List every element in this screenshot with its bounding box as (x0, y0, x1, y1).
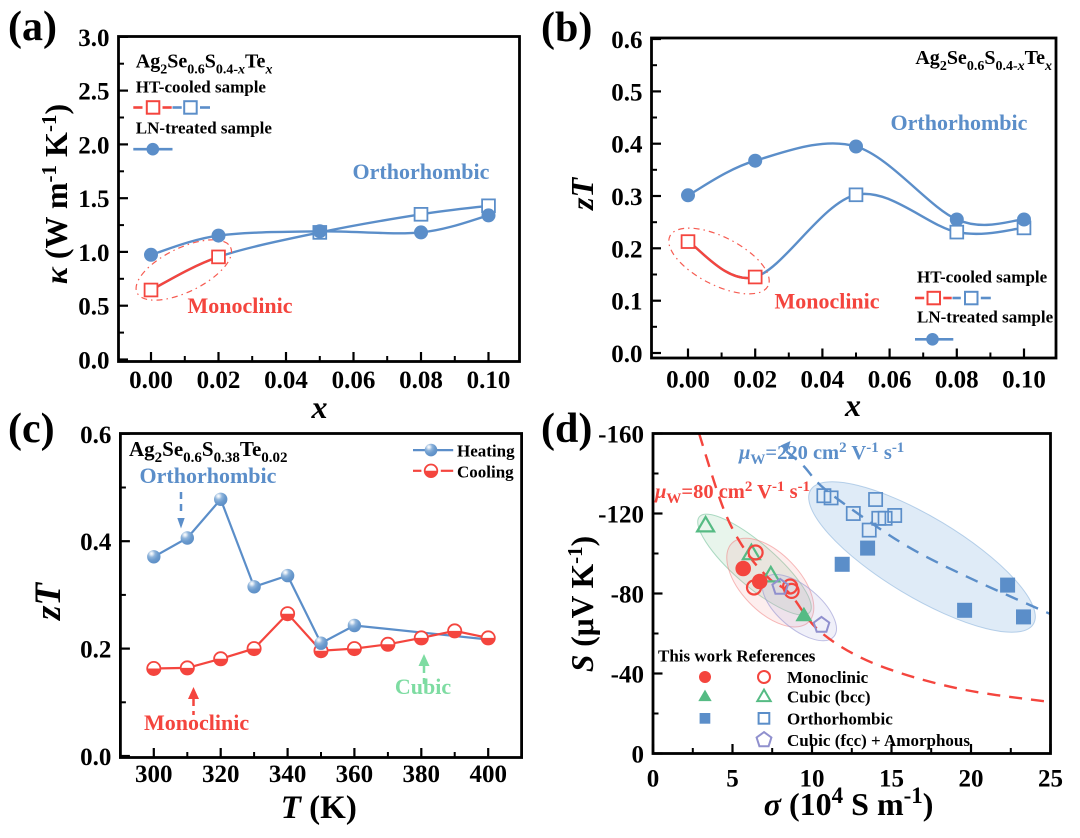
svg-text:Cooling: Cooling (457, 462, 514, 481)
svg-text:-160: -160 (598, 422, 644, 449)
svg-text:10: 10 (800, 765, 825, 792)
svg-text:μW=80 cm2 V-1 s-1: μW=80 cm2 V-1 s-1 (654, 479, 810, 507)
svg-text:0.2: 0.2 (80, 637, 111, 664)
svg-text:0.0: 0.0 (78, 348, 109, 375)
svg-text:Orthorhombic: Orthorhombic (140, 463, 277, 488)
svg-text:0.04: 0.04 (264, 367, 308, 394)
svg-text:0.0: 0.0 (80, 744, 111, 771)
svg-text:0: 0 (632, 742, 645, 769)
svg-text:-80: -80 (611, 582, 644, 609)
svg-text:-120: -120 (598, 502, 644, 529)
svg-text:0.5: 0.5 (611, 79, 642, 106)
svg-text:σ (104 S m-1): σ (104 S m-1) (764, 783, 934, 822)
svg-text:5: 5 (726, 765, 739, 792)
svg-text:0.00: 0.00 (666, 367, 710, 394)
svg-text:Cubic: Cubic (395, 674, 451, 699)
svg-text:Monoclinic: Monoclinic (144, 710, 249, 735)
svg-text:Heating: Heating (457, 442, 515, 461)
svg-text:360: 360 (336, 761, 374, 788)
svg-text:400: 400 (469, 761, 507, 788)
svg-text:0.5: 0.5 (78, 294, 109, 321)
svg-text:0.4: 0.4 (80, 529, 112, 556)
svg-text:0.0: 0.0 (611, 341, 642, 368)
svg-text:Orthorhombic: Orthorhombic (353, 159, 490, 184)
svg-text:HT-cooled sample: HT-cooled sample (917, 268, 1048, 287)
svg-text:15: 15 (879, 765, 904, 792)
svg-text:2.5: 2.5 (78, 79, 109, 106)
svg-text:0.08: 0.08 (935, 367, 979, 394)
svg-text:(b): (b) (541, 5, 592, 51)
svg-text:Monoclinic: Monoclinic (787, 668, 869, 687)
svg-text:LN-treated sample: LN-treated sample (136, 118, 273, 137)
svg-text:0: 0 (647, 765, 660, 792)
svg-text:Orthorhombic: Orthorhombic (891, 110, 1028, 135)
svg-text:μW=220 cm2 V-1 s-1: μW=220 cm2 V-1 s-1 (738, 440, 904, 468)
svg-text:1.0: 1.0 (78, 240, 109, 267)
svg-text:(d): (d) (541, 406, 592, 452)
svg-text:3.0: 3.0 (78, 25, 109, 52)
svg-text:0.00: 0.00 (129, 367, 173, 394)
svg-text:T (K): T (K) (281, 790, 357, 826)
svg-text:0.1: 0.1 (611, 289, 642, 316)
svg-text:Orthorhombic: Orthorhombic (787, 709, 893, 728)
svg-text:HT-cooled sample: HT-cooled sample (136, 78, 267, 97)
svg-text:0.02: 0.02 (197, 367, 241, 394)
svg-text:0.04: 0.04 (801, 367, 845, 394)
svg-text:1.5: 1.5 (78, 186, 109, 213)
svg-text:0.02: 0.02 (733, 367, 777, 394)
svg-text:Cubic (fcc) + Amorphous: Cubic (fcc) + Amorphous (787, 731, 970, 750)
svg-text:320: 320 (202, 761, 240, 788)
svg-text:Cubic (bcc): Cubic (bcc) (787, 688, 871, 707)
svg-text:20: 20 (959, 765, 984, 792)
svg-text:300: 300 (135, 761, 173, 788)
svg-text:380: 380 (403, 761, 441, 788)
svg-text:0.06: 0.06 (332, 367, 376, 394)
svg-text:0.6: 0.6 (80, 422, 111, 449)
svg-text:25: 25 (1038, 765, 1063, 792)
svg-text:(c): (c) (8, 406, 55, 452)
svg-text:Monoclinic: Monoclinic (774, 289, 879, 314)
svg-text:0.6: 0.6 (611, 27, 642, 54)
svg-text:Monoclinic: Monoclinic (187, 293, 292, 318)
svg-text:0.06: 0.06 (868, 367, 912, 394)
svg-text:zT: zT (28, 582, 69, 622)
svg-text:0.2: 0.2 (611, 236, 642, 263)
svg-text:x: x (311, 389, 328, 425)
svg-text:0.4: 0.4 (611, 132, 643, 159)
svg-text:0.08: 0.08 (399, 367, 443, 394)
svg-text:-40: -40 (611, 662, 644, 689)
svg-text:2.0: 2.0 (78, 132, 109, 159)
svg-text:LN-treated sample: LN-treated sample (917, 308, 1054, 327)
svg-text:κ (W m-1 K-1): κ (W m-1 K-1) (37, 104, 74, 284)
svg-text:0.10: 0.10 (467, 367, 511, 394)
svg-text:0.10: 0.10 (1002, 367, 1046, 394)
svg-text:340: 340 (269, 761, 307, 788)
svg-text:This work References: This work References (658, 647, 816, 666)
svg-text:(a): (a) (8, 4, 57, 50)
svg-text:0.3: 0.3 (611, 184, 642, 211)
svg-text:zT: zT (564, 177, 600, 211)
svg-text:x: x (844, 387, 861, 423)
